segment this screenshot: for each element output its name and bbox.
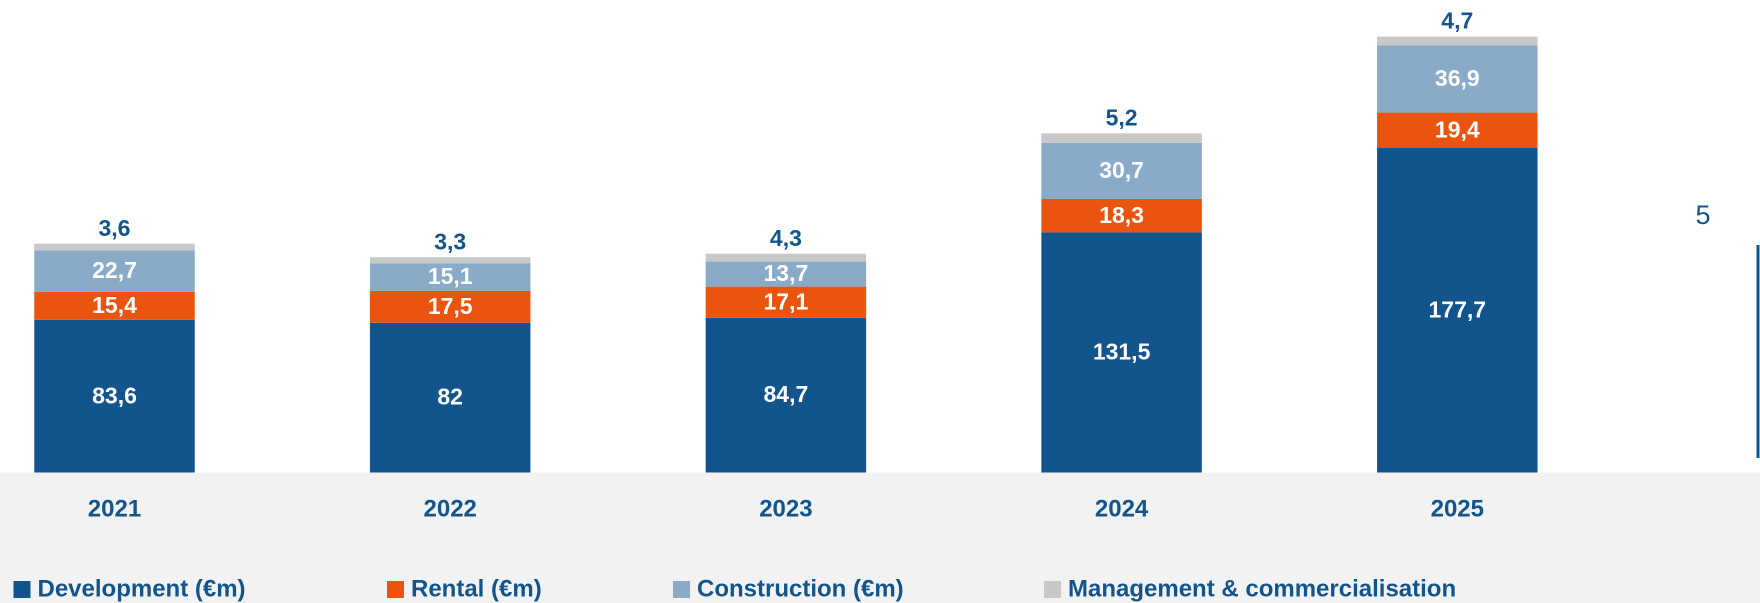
data-label: 22,7: [92, 257, 137, 283]
data-label: 17,1: [764, 288, 809, 314]
bar-segment: [369, 290, 531, 323]
data-label: 82: [437, 384, 463, 410]
legend-swatch: [673, 581, 690, 598]
bar-segment: [1041, 142, 1202, 199]
data-label: 18,3: [1099, 202, 1144, 228]
data-label: 84,7: [764, 381, 809, 407]
bar-segment: [1377, 36, 1538, 46]
bar-segment: [34, 250, 195, 292]
bar-segment: [705, 261, 867, 287]
bar-segment: [705, 253, 867, 262]
bar-segment: [369, 322, 531, 473]
bar-segment: [1377, 45, 1538, 113]
data-label: 4,3: [770, 225, 802, 251]
x-tick-label: 2022: [424, 495, 477, 522]
x-tick-label: 2023: [759, 495, 812, 522]
legend-swatch: [1044, 581, 1061, 598]
bar-segment: [1377, 112, 1538, 149]
data-label: 177,7: [1429, 296, 1487, 322]
legend-label: Rental (€m): [411, 575, 542, 602]
data-label: 3,3: [434, 228, 466, 254]
legend-label: Construction (€m): [697, 575, 904, 602]
data-label: 15,4: [92, 292, 137, 318]
data-label: 3,6: [99, 215, 131, 241]
data-label: 36,9: [1435, 65, 1480, 91]
legend-swatch: [13, 581, 31, 598]
data-label: 30,7: [1099, 157, 1144, 183]
x-tick-label: 2024: [1095, 495, 1149, 522]
bar-segment: [34, 291, 195, 320]
data-label: 131,5: [1093, 339, 1151, 365]
data-label: 4,7: [1441, 8, 1473, 34]
data-label: 13,7: [764, 260, 809, 286]
legend-label: Management & commercialisation: [1068, 575, 1456, 602]
bar-segment: [369, 257, 531, 264]
legend-label: Development (€m): [38, 575, 246, 602]
bar-segment: [34, 319, 195, 473]
data-label: 15,1: [428, 263, 473, 289]
bar-segment: [369, 263, 531, 291]
bar-segment: [1041, 133, 1202, 143]
x-tick-label: 2021: [88, 495, 141, 522]
bar-segment: [1041, 198, 1202, 233]
data-label: 17,5: [428, 293, 473, 319]
bar-segment: [34, 243, 195, 251]
data-label: 5,2: [1106, 104, 1138, 130]
bar-segment: [1041, 232, 1202, 473]
bar-segment: [1377, 148, 1538, 473]
bar-segment: [705, 317, 867, 473]
data-label: 83,6: [92, 382, 137, 408]
axis-band: [0, 472, 1760, 603]
bar-segment: [705, 286, 867, 318]
legend-swatch: [387, 581, 404, 598]
data-label: 19,4: [1435, 116, 1480, 142]
x-tick-label: 2025: [1431, 495, 1484, 522]
page-number: 5: [1695, 200, 1710, 230]
